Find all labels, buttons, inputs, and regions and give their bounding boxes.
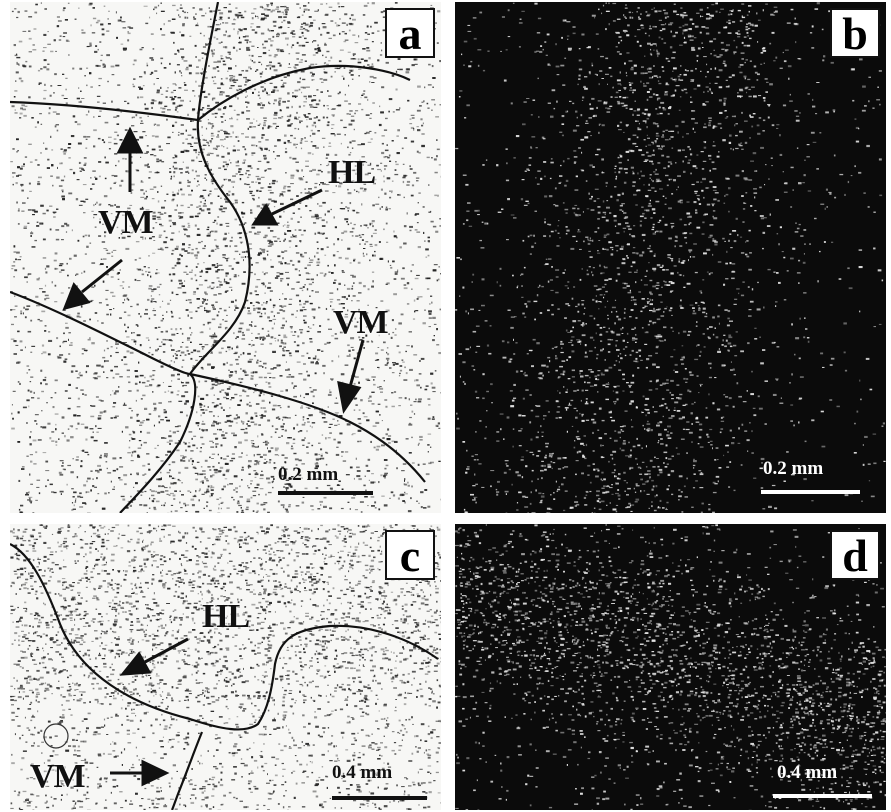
panel-b-scale-label: 0.2 mm xyxy=(763,458,824,479)
panel-b-texture xyxy=(455,2,886,513)
panel-c-scale-bar xyxy=(332,796,427,800)
panel-c-letter: c xyxy=(385,530,435,580)
panel-a-grain-boundaries xyxy=(10,2,426,513)
panel-d-scale-label: 0.4 mm xyxy=(777,762,838,783)
panel-a-texture xyxy=(10,2,441,513)
panel-a-micrograph: a VM HL VM 0.2 mm xyxy=(10,2,441,513)
panel-d-scale-bar xyxy=(773,794,872,798)
panel-a-letter: a xyxy=(385,8,435,58)
panel-c-arrows xyxy=(110,637,189,787)
panel-c-scale-label: 0.4 mm xyxy=(332,762,393,783)
panel-a-label-hl: HL xyxy=(328,154,376,191)
panel-d-micrograph: d 0.4 mm xyxy=(455,524,886,810)
panel-d-speckle xyxy=(455,524,886,810)
panel-a-speckle xyxy=(10,2,441,513)
panel-c-speckle xyxy=(10,524,441,810)
panel-c-label-vm: VM xyxy=(30,758,86,795)
panel-d-texture xyxy=(455,524,886,810)
panel-b-speckle xyxy=(455,2,886,513)
panel-c-grain-boundaries xyxy=(10,543,439,810)
panel-a-scale-label: 0.2 mm xyxy=(278,464,339,485)
panel-c-small-grain xyxy=(43,723,69,749)
panel-a-scale-bar xyxy=(278,491,373,495)
panel-c-micrograph: c HL VM 0.4 mm xyxy=(10,524,441,810)
panel-c-label-hl: HL xyxy=(202,598,250,635)
panel-c-texture xyxy=(10,524,441,810)
panel-a-label-vm-left: VM xyxy=(98,204,154,241)
panel-d-letter: d xyxy=(830,530,880,580)
panel-b-letter: b xyxy=(830,8,880,58)
panel-b-scale-bar xyxy=(761,490,860,494)
panel-b-micrograph: b 0.2 mm xyxy=(455,2,886,513)
panel-a-arrows xyxy=(62,126,365,414)
panel-a-label-vm-right: VM xyxy=(333,304,389,341)
